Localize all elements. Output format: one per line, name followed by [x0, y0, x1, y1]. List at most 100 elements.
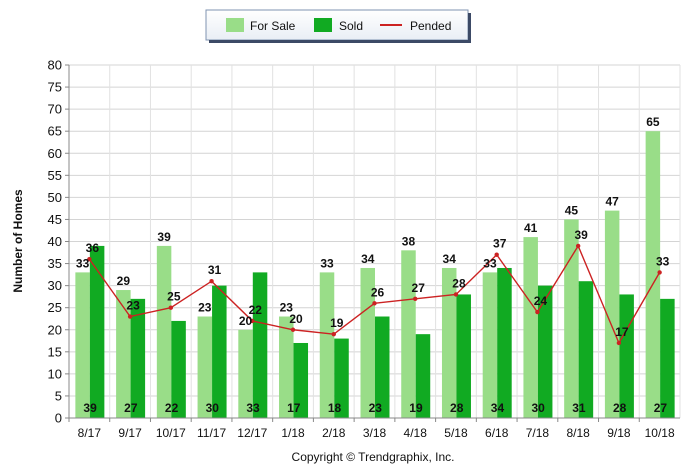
label-for-sale-1-18: 23	[280, 301, 294, 315]
legend-shadow-right	[468, 13, 471, 43]
x-tick-label-6-18: 6/18	[485, 426, 509, 440]
legend-swatch-for-sale	[226, 18, 244, 32]
bars	[75, 131, 675, 418]
label-pended-10-17: 25	[167, 290, 181, 304]
bar-for-sale-5-18	[441, 267, 457, 418]
y-tick-label-20: 20	[48, 322, 62, 337]
label-for-sale-2-18: 33	[320, 256, 334, 270]
bar-for-sale-11-17	[197, 316, 213, 418]
label-sold-10-18: 27	[654, 401, 668, 415]
bar-sold-3-18	[375, 316, 390, 418]
label-pended-9-17: 23	[126, 299, 140, 313]
bar-sold-7-18	[537, 285, 553, 418]
y-tick-label-5: 5	[55, 388, 62, 403]
label-sold-10-17: 22	[165, 401, 179, 415]
y-tick-label-10: 10	[48, 366, 62, 381]
y-tick-label-45: 45	[48, 212, 62, 227]
label-for-sale-7-18: 41	[524, 221, 538, 235]
bar-sold-8-18	[578, 281, 594, 418]
y-tick-label-35: 35	[48, 256, 62, 271]
x-tick-label-4-18: 4/18	[404, 426, 428, 440]
y-tick-label-0: 0	[55, 411, 62, 426]
pended-point-9-17	[127, 314, 133, 319]
x-tick-label-10-17: 10/17	[156, 426, 186, 440]
x-tick-label-9-18: 9/18	[607, 426, 631, 440]
bar-for-sale-8-18	[564, 219, 579, 418]
y-tick-label-55: 55	[48, 168, 62, 183]
bar-sold-2-18	[334, 338, 349, 418]
bar-for-sale-12-17	[238, 329, 253, 418]
label-pended-11-17: 31	[208, 263, 222, 277]
bar-sold-11-17	[212, 285, 227, 418]
pended-point-12-17	[250, 318, 255, 324]
label-sold-8-17: 39	[83, 401, 97, 415]
x-tick-label-2-18: 2/18	[322, 426, 346, 440]
y-tick-label-75: 75	[48, 80, 62, 95]
y-tick-label-80: 80	[48, 58, 62, 73]
label-pended-1-18: 20	[289, 312, 303, 326]
bar-for-sale-9-18	[604, 210, 620, 418]
bar-sold-8-17	[89, 245, 105, 418]
x-tick-label-8-18: 8/18	[566, 426, 590, 440]
y-tick-label-65: 65	[48, 124, 62, 139]
bar-sold-1-18	[293, 342, 309, 418]
label-sold-9-18: 28	[613, 401, 627, 415]
bar-sold-9-17	[130, 298, 146, 418]
legend-label-sold: Sold	[339, 19, 363, 33]
x-tick-label-1-18: 1/18	[281, 426, 305, 440]
y-tick-label-25: 25	[48, 300, 62, 315]
pended-point-8-18	[575, 243, 581, 249]
pended-point-9-18	[616, 340, 622, 346]
axes: 0 5 10 15 20 25 30 35 40 45 50 55 60 65 70 75 80 8/17 9/17…	[48, 58, 680, 440]
y-tick-label-60: 60	[48, 146, 62, 161]
label-pended-8-17: 36	[86, 241, 100, 255]
label-sold-5-18: 28	[450, 401, 464, 415]
bar-sold-10-18	[660, 298, 675, 418]
y-tick-label-50: 50	[48, 190, 62, 205]
label-sold-3-18: 23	[369, 401, 383, 415]
label-sold-4-18: 19	[409, 401, 423, 415]
label-for-sale-5-18: 34	[443, 252, 457, 266]
bar-sold-6-18	[497, 267, 512, 418]
pended-point-7-18	[535, 309, 540, 315]
label-for-sale-9-17: 29	[117, 274, 131, 288]
pended-point-1-18	[290, 327, 296, 332]
bar-for-sale-4-18	[401, 250, 416, 418]
bar-for-sale-2-18	[319, 272, 335, 418]
label-for-sale-8-17: 33	[76, 256, 90, 270]
y-tick-label-30: 30	[48, 278, 62, 293]
label-sold-6-18: 34	[491, 401, 505, 415]
data-labels: 33 39 29 27 39 22 23 30 20 33 23 17 33 18 34 23 38 19 34 28…	[76, 115, 670, 415]
label-for-sale-6-18: 33	[483, 256, 497, 270]
label-sold-2-18: 18	[328, 401, 342, 415]
bar-for-sale-7-18	[523, 237, 538, 418]
label-pended-2-18: 19	[330, 316, 344, 330]
x-tick-label-12-17: 12/17	[237, 426, 267, 440]
bar-for-sale-9-17	[116, 290, 131, 418]
label-for-sale-4-18: 38	[402, 234, 416, 248]
x-tick-label-8-17: 8/17	[78, 426, 102, 440]
bar-sold-12-17	[252, 272, 268, 418]
bar-for-sale-10-17	[156, 245, 172, 418]
y-tick-label-15: 15	[48, 344, 62, 359]
legend-shadow-bottom	[209, 40, 471, 43]
bar-for-sale-1-18	[279, 316, 294, 418]
legend-box	[205, 9, 469, 41]
label-pended-3-18: 26	[371, 285, 385, 299]
label-sold-11-17: 30	[206, 401, 220, 415]
x-tick-label-9-17: 9/17	[118, 426, 142, 440]
label-pended-6-18: 37	[493, 237, 507, 251]
label-for-sale-3-18: 34	[361, 252, 375, 266]
pended-point-11-17	[209, 279, 214, 284]
legend-swatch-sold	[314, 18, 332, 32]
legend-label-for-sale: For Sale	[250, 19, 296, 33]
y-axis-title: Number of Homes	[11, 189, 25, 293]
pended-point-8-17	[87, 256, 92, 262]
pended-point-6-18	[494, 252, 499, 257]
copyright-footer: Copyright © Trendgraphix, Inc.	[292, 450, 455, 464]
label-sold-8-18: 31	[572, 401, 586, 415]
bar-for-sale-10-18	[645, 131, 661, 418]
label-pended-4-18: 27	[412, 281, 426, 295]
